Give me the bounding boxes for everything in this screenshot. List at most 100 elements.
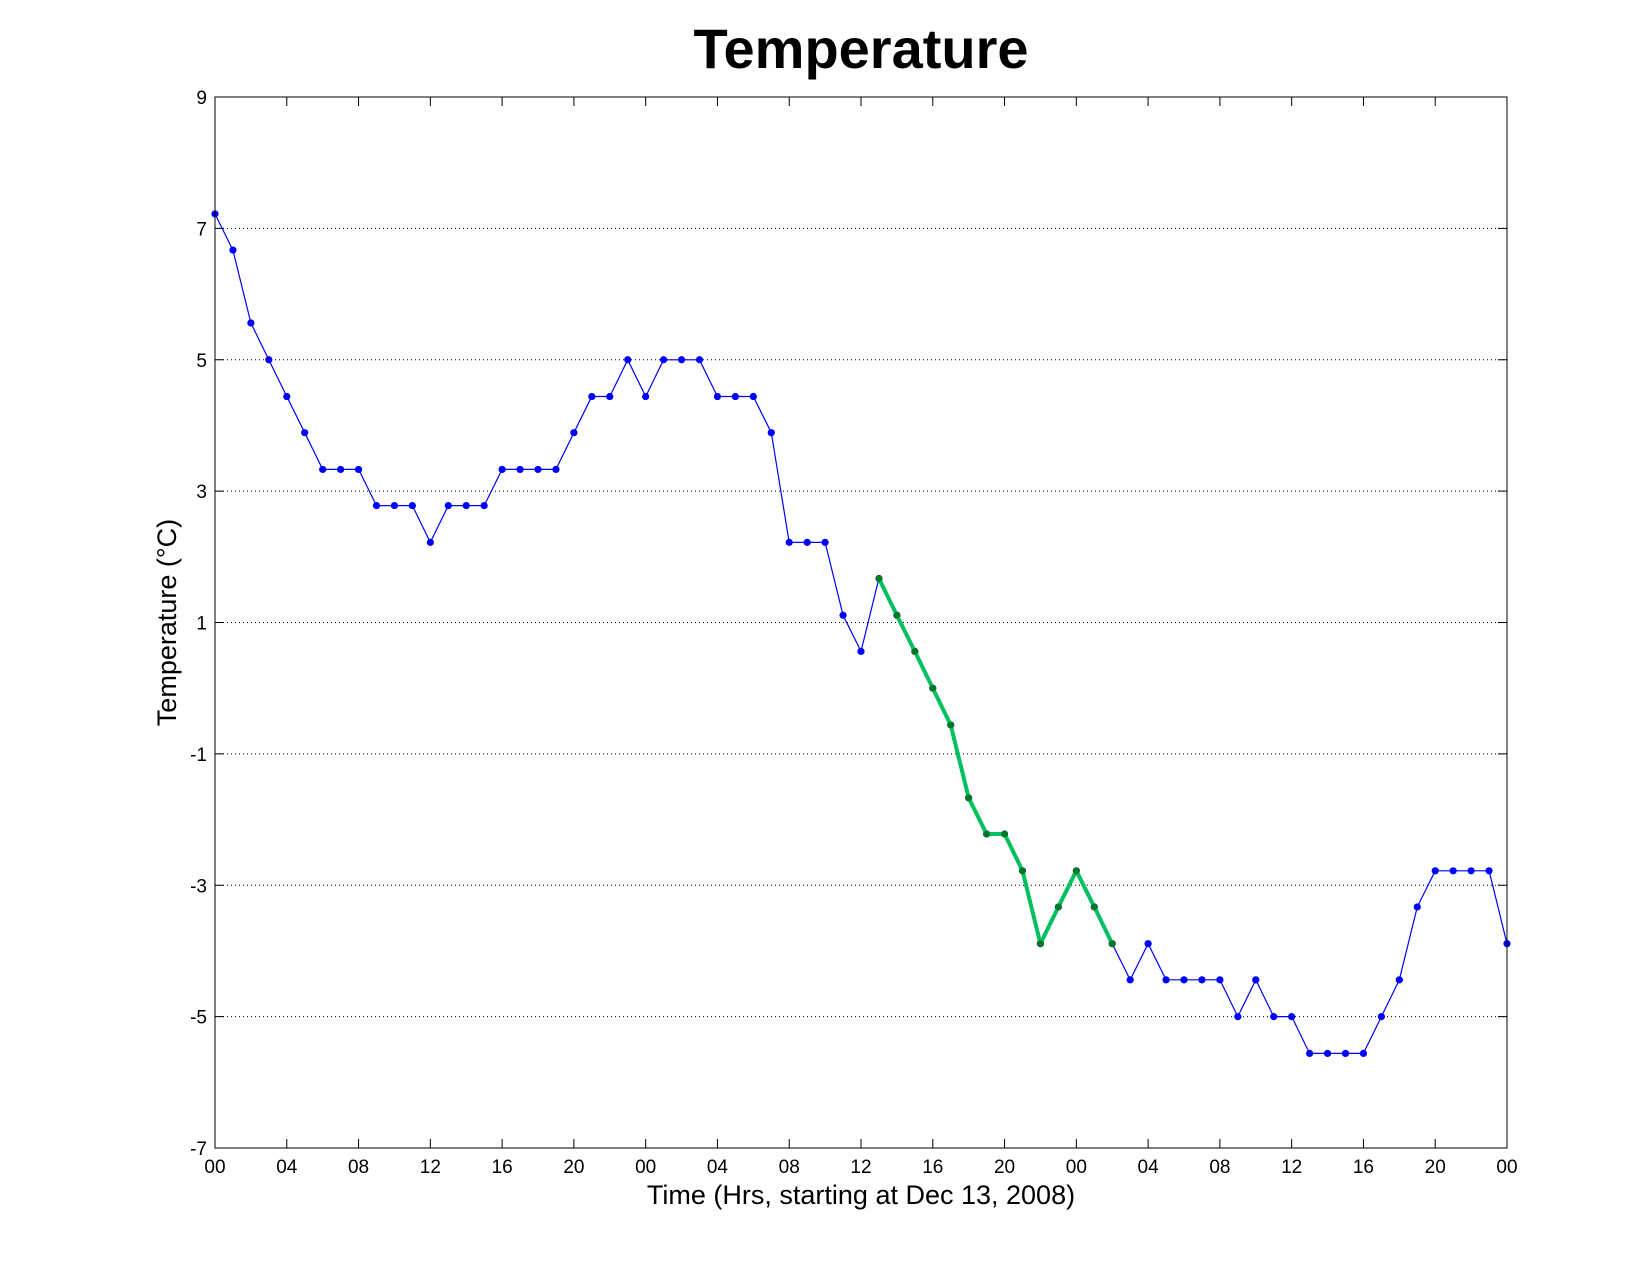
data-point bbox=[695, 356, 704, 364]
axis-ticks bbox=[214, 96, 1508, 1149]
data-point bbox=[1072, 867, 1080, 875]
data-point bbox=[408, 501, 416, 510]
x-tick-label: 00 bbox=[635, 1157, 656, 1178]
x-tick-label: 20 bbox=[994, 1157, 1015, 1178]
x-axis-label: Time (Hrs, starting at Dec 13, 2008) bbox=[647, 1180, 1075, 1210]
y-tick-label: -7 bbox=[190, 1139, 207, 1160]
data-point bbox=[1413, 903, 1421, 911]
data-point bbox=[1180, 976, 1188, 984]
data-point bbox=[821, 538, 829, 546]
data-point bbox=[1431, 867, 1439, 875]
x-tick-label: 12 bbox=[850, 1157, 871, 1178]
data-point bbox=[462, 501, 470, 510]
x-tick-label: 12 bbox=[1281, 1157, 1302, 1178]
x-tick-label: 04 bbox=[276, 1157, 298, 1178]
data-point bbox=[749, 392, 757, 401]
plot-frame bbox=[214, 96, 1508, 1149]
data-point bbox=[1467, 867, 1475, 875]
data-point bbox=[983, 830, 991, 838]
data-point bbox=[1001, 830, 1008, 838]
tick-labels: -7 -5 -3 -1 1 3 5 7 9 00 04 08 12 16 20 00 04 08 12 16 20 00 0… bbox=[190, 88, 1517, 1178]
data-point bbox=[1341, 1049, 1350, 1058]
data-point bbox=[1162, 976, 1170, 984]
data-point bbox=[1090, 903, 1098, 911]
data-point bbox=[426, 538, 434, 546]
y-tick-label: 7 bbox=[196, 219, 207, 240]
data-series bbox=[211, 210, 1511, 1058]
data-point bbox=[1054, 903, 1062, 911]
data-point bbox=[965, 794, 973, 802]
data-point bbox=[1198, 976, 1206, 984]
data-point bbox=[642, 392, 650, 401]
data-point bbox=[444, 501, 452, 510]
data-point bbox=[1395, 976, 1403, 984]
y-tick-label: 1 bbox=[196, 614, 207, 635]
data-point bbox=[588, 392, 596, 401]
data-point bbox=[875, 575, 883, 582]
data-point bbox=[1019, 867, 1026, 875]
data-point bbox=[1144, 940, 1152, 948]
y-tick-label: -1 bbox=[190, 745, 207, 766]
data-point bbox=[1377, 1013, 1385, 1021]
data-point bbox=[516, 465, 524, 474]
data-point bbox=[1126, 976, 1134, 984]
data-point bbox=[1216, 976, 1224, 984]
data-point bbox=[480, 501, 488, 510]
data-point bbox=[1288, 1013, 1296, 1021]
x-tick-label: 08 bbox=[348, 1157, 369, 1178]
data-point bbox=[785, 538, 793, 546]
data-point bbox=[624, 356, 632, 364]
x-tick-label: 04 bbox=[1138, 1157, 1160, 1178]
data-point bbox=[731, 392, 739, 401]
data-point bbox=[947, 721, 955, 729]
data-point bbox=[1270, 1013, 1278, 1021]
x-tick-label: 00 bbox=[1496, 1157, 1517, 1178]
data-point bbox=[839, 611, 847, 619]
data-point bbox=[1037, 940, 1044, 948]
y-axis-label: Temperature (°C) bbox=[152, 519, 182, 726]
data-point bbox=[1449, 867, 1457, 875]
data-point bbox=[677, 356, 686, 364]
data-point bbox=[534, 465, 542, 474]
data-point bbox=[354, 465, 363, 474]
data-point bbox=[1359, 1049, 1368, 1058]
x-tick-label: 12 bbox=[420, 1157, 441, 1178]
series-highlight bbox=[875, 575, 1116, 948]
data-point bbox=[767, 429, 775, 437]
x-tick-label: 16 bbox=[922, 1157, 943, 1178]
data-point bbox=[1234, 1013, 1242, 1021]
x-tick-label: 20 bbox=[1425, 1157, 1446, 1178]
x-tick-label: 16 bbox=[1353, 1157, 1374, 1178]
x-tick-label: 08 bbox=[779, 1157, 800, 1178]
data-point bbox=[247, 319, 255, 327]
y-tick-label: 5 bbox=[196, 351, 207, 372]
data-point bbox=[570, 429, 578, 437]
x-tick-label: 00 bbox=[1066, 1157, 1087, 1178]
x-tick-label: 00 bbox=[204, 1157, 225, 1178]
data-point bbox=[803, 538, 811, 546]
data-point bbox=[390, 501, 399, 510]
data-point bbox=[1323, 1049, 1332, 1058]
data-point bbox=[1252, 976, 1260, 984]
data-point bbox=[319, 465, 327, 474]
y-tick-label: -5 bbox=[190, 1008, 207, 1029]
data-point bbox=[552, 465, 560, 474]
data-point bbox=[713, 392, 722, 401]
data-point bbox=[372, 501, 381, 510]
data-point bbox=[1306, 1049, 1314, 1058]
data-point bbox=[911, 648, 919, 655]
y-tick-label: -3 bbox=[190, 876, 207, 897]
data-point bbox=[893, 611, 901, 619]
data-point bbox=[283, 392, 291, 401]
data-point bbox=[229, 246, 237, 254]
y-tick-label: 3 bbox=[196, 482, 207, 503]
data-point bbox=[337, 465, 345, 474]
data-point bbox=[1108, 940, 1116, 948]
data-point bbox=[929, 684, 937, 692]
x-tick-label: 20 bbox=[563, 1157, 584, 1178]
data-point bbox=[301, 429, 309, 437]
data-point bbox=[857, 647, 865, 656]
data-point bbox=[498, 465, 506, 474]
